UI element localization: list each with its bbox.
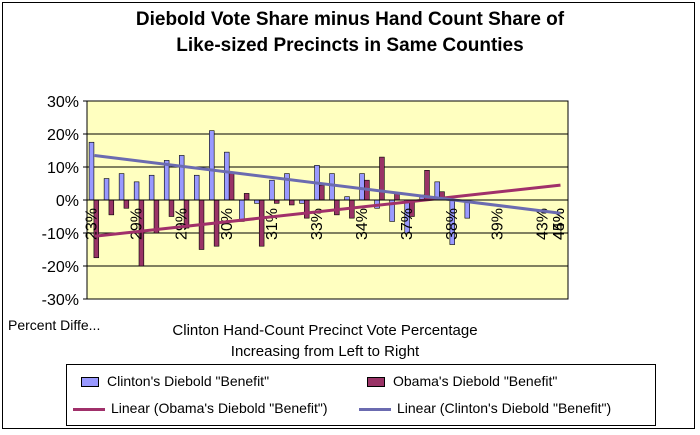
bar-obama — [243, 193, 250, 201]
bar-clinton — [269, 179, 275, 201]
x-axis-title-line-2: Increasing from Left to Right — [230, 343, 420, 360]
trendline-obama — [94, 183, 561, 238]
bar-clinton — [284, 173, 290, 201]
bar-clinton — [103, 178, 110, 201]
legend-swatch-clinton — [81, 377, 99, 387]
y-tick-label: 0% — [56, 193, 79, 210]
trendline-clinton — [94, 153, 561, 215]
bar-obama — [319, 184, 325, 201]
x-tick-label: 38% — [444, 208, 461, 240]
bar-clinton — [133, 181, 140, 201]
bar-obama — [379, 156, 385, 201]
bar-obama — [123, 199, 130, 209]
x-tick-label: 45% — [551, 208, 568, 240]
chart-border — [2, 2, 695, 429]
x-tick-label: 37% — [399, 208, 416, 240]
chart-title-line-1: Diebold Vote Share minus Hand Count Shar… — [135, 9, 565, 30]
bar-clinton — [178, 155, 185, 201]
bar-clinton — [88, 141, 95, 201]
x-tick-label: 44% — [551, 208, 568, 240]
bar-clinton — [224, 151, 230, 201]
y-tick-label: -30% — [42, 292, 79, 309]
x-tick-label: 39% — [489, 208, 506, 240]
legend-line-obama-trend — [73, 408, 105, 411]
legend-label-obama: Obama's Diebold "Benefit" — [393, 373, 558, 389]
chart-title-line-2: Like-sized Precincts in Same Counties — [176, 35, 524, 56]
bar-obama — [334, 199, 340, 216]
bar-clinton — [163, 160, 170, 201]
x-tick-label: 29% — [174, 208, 191, 240]
x-tick-label: 31% — [264, 208, 281, 240]
legend-swatch-obama — [367, 377, 385, 387]
legend-line-clinton-trend — [359, 408, 391, 411]
y-tick-label: -10% — [42, 226, 79, 243]
chart-title: Diebold Vote Share minus Hand Count Shar… — [0, 7, 700, 59]
x-tick-label: 34% — [354, 208, 371, 240]
y-tick-label: 30% — [47, 94, 79, 111]
bar-clinton — [194, 174, 200, 201]
legend-label-clinton: Clinton's Diebold "Benefit" — [107, 373, 270, 389]
x-tick-label: 30% — [219, 208, 236, 240]
x-tick-label: 33% — [309, 208, 326, 240]
bar-obama — [108, 199, 115, 216]
legend: Clinton's Diebold "Benefit" Obama's Dieb… — [66, 364, 656, 426]
corner-label: Percent Diffe... — [8, 317, 101, 333]
legend-label-obama-trend: Linear (Obama's Diebold "Benefit") — [111, 400, 328, 416]
legend-label-clinton-trend: Linear (Clinton's Diebold "Benefit") — [397, 400, 612, 416]
x-axis-title: Clinton Hand-Count Precinct Vote Percent… — [110, 320, 540, 362]
x-tick-label: 23% — [83, 208, 100, 240]
x-axis-title-line-1: Clinton Hand-Count Precinct Vote Percent… — [172, 322, 478, 339]
bar-clinton — [359, 173, 365, 201]
y-tick-label: 10% — [47, 160, 79, 177]
bar-clinton — [148, 174, 155, 201]
x-tick-label: 43% — [534, 208, 551, 240]
bar-obama — [228, 171, 235, 201]
bar-clinton — [118, 173, 125, 201]
y-tick-label: -20% — [42, 259, 79, 276]
x-tick-label: 29% — [129, 208, 146, 240]
bar-clinton — [239, 199, 245, 222]
y-tick-label: 20% — [47, 127, 79, 144]
bar-clinton — [329, 173, 335, 201]
bar-obama — [289, 199, 295, 206]
bar-clinton — [209, 130, 215, 201]
